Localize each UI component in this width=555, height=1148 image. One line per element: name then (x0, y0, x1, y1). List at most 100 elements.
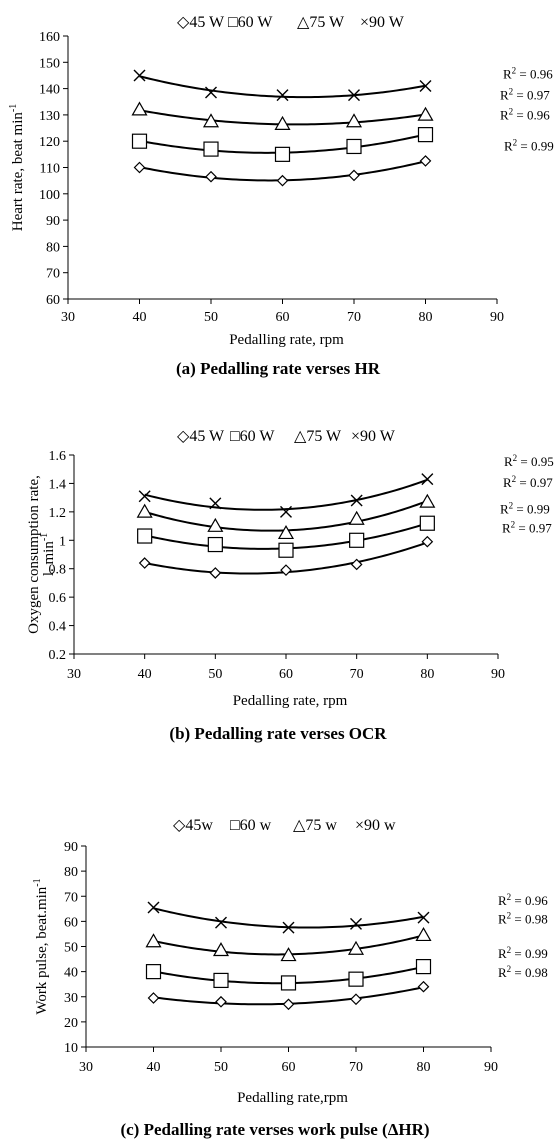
data-point (138, 490, 151, 503)
r-squared-exponent: 2 (511, 519, 516, 529)
series-diamond: R2 = 0.98 (147, 964, 548, 1011)
data-point (417, 980, 430, 993)
data-point-stroke-b (417, 911, 430, 924)
data-point (138, 557, 151, 569)
r-squared-symbol: R (498, 965, 507, 980)
r-squared-exponent: 2 (509, 500, 514, 510)
y-tick-label: 0.4 (49, 620, 67, 635)
data-point (278, 542, 294, 558)
r-squared-symbol: R (500, 87, 509, 102)
data-point (350, 558, 363, 571)
legend-entry: △75 w (293, 817, 337, 834)
data-point (137, 528, 153, 544)
data-point (417, 127, 434, 143)
legend-entry: △75 W (294, 428, 342, 445)
series-cross: R 2 = 0.95 (138, 453, 554, 518)
r-squared-symbol: R (504, 138, 513, 153)
y-tick-label: 50 (64, 941, 78, 956)
chart-caption: (b) Pedalling rate verses OCR (169, 724, 387, 743)
x-tick-label: 30 (61, 310, 75, 325)
r-squared-exponent: 2 (512, 66, 517, 76)
legend-label: 75 W (309, 14, 345, 31)
data-point (280, 975, 297, 991)
y-tick-label: 60 (64, 915, 78, 930)
data-point (417, 911, 430, 924)
data-point (207, 536, 223, 553)
trend-curve (153, 907, 424, 929)
r-squared-value: = 0.97 (516, 475, 553, 490)
y-axis-label-text: Heart rate, beat min (10, 112, 26, 232)
y-axis-label-sup: -1 (32, 878, 43, 886)
x-tick-label: 40 (138, 667, 152, 682)
y-axis-label: Oxygen consumption rate, (26, 475, 42, 634)
r-squared-exponent: 2 (507, 945, 512, 955)
r-squared-value: = 0.98 (511, 911, 548, 926)
data-point-stroke-b (282, 921, 295, 934)
data-point (419, 79, 432, 92)
data-point (133, 69, 146, 82)
r-squared-label: R2 = 0.96 (503, 66, 553, 82)
data-point (131, 133, 148, 149)
legend-marker-square: □ (228, 14, 238, 31)
x-tick-label: 60 (282, 1060, 296, 1075)
r-squared-label: R2 = 0.97 (500, 86, 550, 102)
r-squared-label: R2 = 0.98 (498, 964, 548, 980)
y-tick-label: 0.8 (49, 563, 67, 578)
r-squared-value: = 0.96 (511, 893, 548, 908)
series-triangle: R2 = 0.98 (145, 910, 548, 962)
data-point (205, 86, 217, 99)
legend-entry: ◇45w (173, 817, 213, 834)
data-point (205, 170, 217, 183)
data-point-stroke-b (205, 86, 217, 99)
legend-label: 45 W (189, 428, 225, 445)
y-axis-label-line2-text: l. min (41, 541, 57, 577)
legend-label: 60 W (240, 428, 276, 445)
r-squared-symbol: R (504, 454, 513, 469)
r-squared-value: = 0.95 (517, 454, 554, 469)
r-squared-value: = 0.96 (513, 107, 550, 122)
legend-marker-diamond: ◇ (177, 428, 190, 445)
series-cross: R2 = 0.96 (133, 66, 553, 102)
r-squared-label: R2 = 0.95 (504, 453, 554, 469)
trend-curve (139, 75, 426, 99)
data-point (348, 971, 364, 987)
x-tick-label: 60 (276, 310, 290, 325)
y-tick-label: 40 (64, 966, 78, 981)
y-tick-label: 120 (39, 135, 60, 150)
data-point (419, 155, 432, 167)
data-point (280, 505, 292, 518)
y-axis-label-text: Work pulse, beat.min (34, 886, 50, 1014)
y-tick-label: 160 (39, 30, 60, 45)
series-diamond: R2 = 0.97 (138, 519, 552, 579)
data-point (419, 493, 436, 508)
chart-caption: (a) Pedalling rate verses HR (176, 359, 381, 378)
r-squared-label: R2 = 0.98 (498, 910, 548, 926)
r-squared-exponent: 2 (507, 892, 512, 902)
x-axis-label: Pedalling rate,rpm (237, 1090, 348, 1106)
y-tick-label: 30 (64, 991, 78, 1006)
y-axis-label-text: Oxygen consumption rate, (26, 475, 42, 634)
legend-entry: □60 W (228, 14, 273, 31)
data-point (147, 992, 160, 1004)
x-tick-label: 70 (350, 667, 364, 682)
data-point-stroke-b (419, 79, 432, 92)
y-tick-label: 150 (39, 56, 60, 71)
legend-label: 90 W (360, 428, 396, 445)
y-tick-label: 140 (39, 83, 60, 98)
r-squared-exponent: 2 (507, 910, 512, 920)
legend-marker-square: □ (230, 817, 240, 834)
x-tick-label: 80 (420, 667, 434, 682)
x-axis-label: Pedalling rate, rpm (233, 693, 348, 709)
legend-label: 90 W (369, 14, 405, 31)
y-tick-label: 80 (64, 865, 78, 880)
y-tick-label: 1.4 (49, 477, 67, 492)
r-squared-symbol: R (503, 475, 512, 490)
data-point (133, 161, 146, 174)
r-squared-exponent: 2 (513, 137, 518, 147)
legend-entry: ◇45 W (177, 428, 225, 445)
data-point (415, 958, 432, 975)
series-triangle: R2 = 0.97 (131, 86, 550, 130)
r-squared-exponent: 2 (509, 106, 514, 116)
y-tick-label: 70 (46, 267, 60, 282)
legend-entry: ×90 W (351, 428, 396, 445)
